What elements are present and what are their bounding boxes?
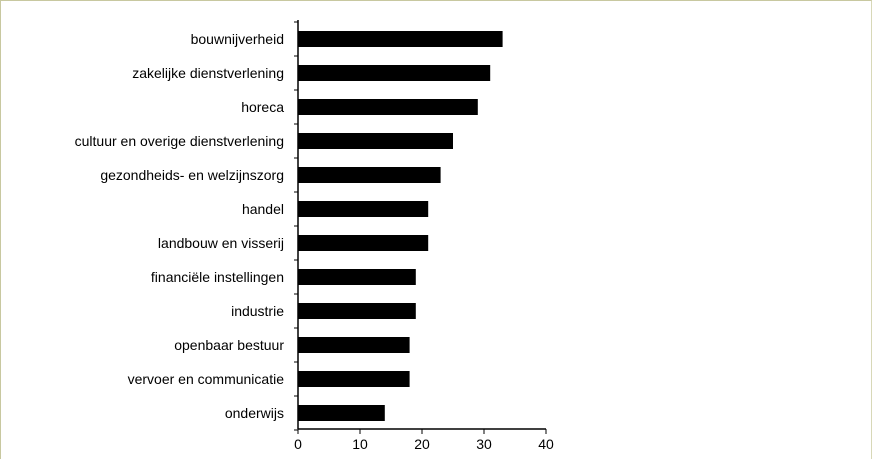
category-label: horeca [241,99,284,115]
bar [298,201,429,217]
category-label: industrie [231,303,284,319]
category-label: onderwijs [225,405,284,421]
axes [294,20,546,431]
bar [298,269,416,285]
bar [298,371,410,387]
category-label: vervoer en communicatie [128,371,285,387]
category-label: gezondheids- en welzijnszorg [100,167,284,183]
bar [298,99,478,115]
x-tick-label: 30 [476,436,492,452]
category-label: cultuur en overige dienstverlening [75,133,284,149]
category-label: landbouw en visserij [158,235,284,251]
category-label: handel [242,201,284,217]
bar [298,405,385,421]
category-label: bouwnijverheid [191,31,284,47]
x-tick-label: 0 [294,436,302,452]
x-tick-label: 40 [538,436,554,452]
category-label: openbaar bestuur [174,337,284,353]
bar [298,133,453,149]
category-label: financiële instellingen [151,269,284,285]
bar [298,167,441,183]
x-axis-ticks: 0 10 20 30 40 [294,429,554,452]
x-tick-label: 20 [414,436,430,452]
bar [298,235,429,251]
category-labels: bouwnijverheid zakelijke dienstverlening h… [75,31,285,421]
bar [298,303,416,319]
bar [298,65,491,81]
bars [298,31,503,421]
bar [298,337,410,353]
category-label: zakelijke dienstverlening [132,65,284,81]
bar [298,31,503,47]
x-tick-label: 10 [352,436,368,452]
